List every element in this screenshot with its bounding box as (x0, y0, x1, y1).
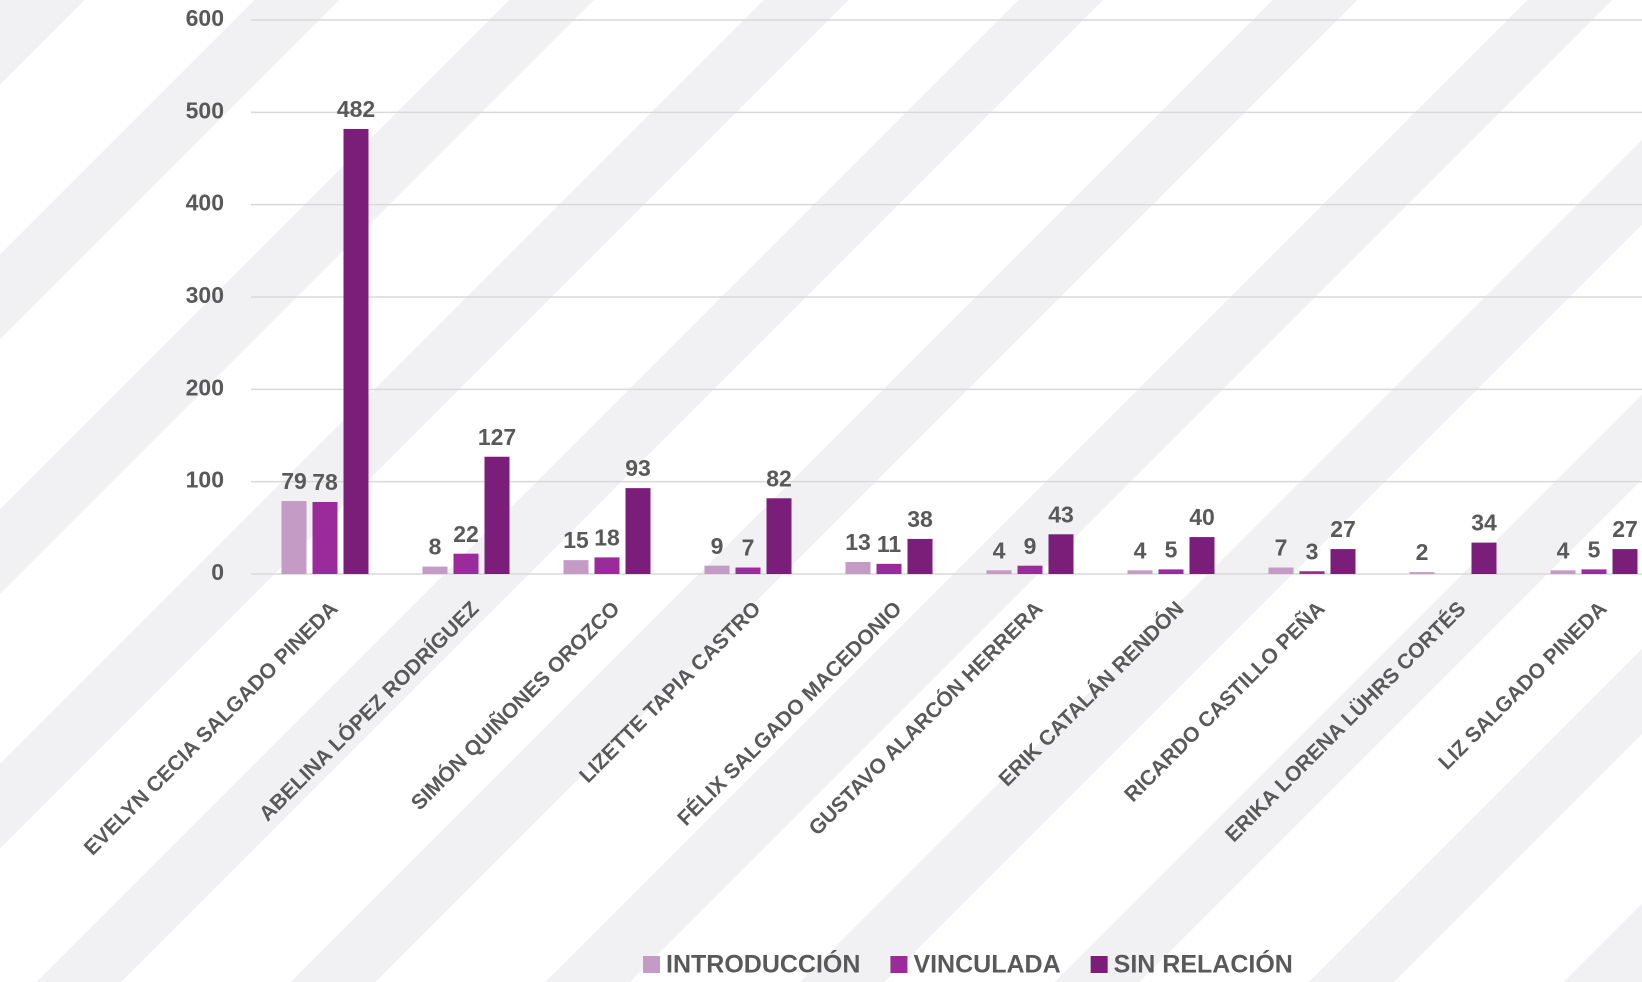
bar (1471, 542, 1497, 574)
bar (563, 560, 589, 574)
data-label: 38 (907, 506, 933, 532)
data-label: 27 (1612, 516, 1638, 542)
bar (1550, 570, 1576, 574)
legend-label: INTRODUCCIÓN (666, 949, 860, 979)
data-label: 27 (1330, 516, 1356, 542)
y-tick-label: 100 (186, 467, 224, 493)
legend-swatch (890, 956, 908, 973)
data-label: 3 (1306, 538, 1319, 564)
bar (1330, 549, 1356, 574)
data-label: 13 (845, 529, 871, 555)
data-label: 43 (1048, 501, 1074, 527)
y-tick-label: 0 (211, 559, 224, 585)
bar (594, 557, 620, 574)
y-tick-label: 500 (186, 97, 224, 123)
bar (704, 565, 730, 574)
data-label: 11 (877, 531, 902, 557)
data-label: 9 (1024, 533, 1037, 559)
data-label: 8 (429, 534, 442, 560)
data-label: 4 (1557, 537, 1570, 563)
data-label: 18 (594, 524, 620, 550)
data-label: 2 (1416, 539, 1429, 565)
bar (766, 498, 792, 574)
bar (1048, 534, 1074, 574)
data-label: 5 (1165, 536, 1178, 562)
bar (1158, 569, 1184, 574)
bar (1299, 571, 1325, 574)
data-label: 9 (711, 533, 724, 559)
y-tick-label: 200 (186, 374, 224, 400)
bar (845, 561, 871, 574)
data-label: 127 (478, 424, 516, 450)
data-label: 93 (625, 455, 651, 481)
data-label: 482 (337, 96, 375, 122)
legend-label: VINCULADA (913, 951, 1060, 979)
data-label: 78 (312, 469, 338, 495)
legend-label: SIN RELACIÓN (1114, 949, 1293, 979)
data-label: 7 (1275, 535, 1288, 561)
bar (1268, 567, 1294, 574)
y-tick-label: 600 (186, 5, 224, 31)
data-label: 34 (1471, 510, 1497, 536)
bar (1612, 549, 1638, 574)
legend-swatch (643, 956, 660, 973)
bar (281, 501, 307, 574)
bar (1017, 565, 1043, 574)
bar (876, 563, 902, 574)
data-label: 7 (742, 535, 755, 561)
bar (735, 567, 761, 574)
y-tick-label: 400 (186, 190, 224, 216)
bar (312, 501, 338, 574)
data-label: 82 (766, 465, 792, 491)
data-label: 40 (1189, 504, 1215, 530)
legend-swatch (1090, 956, 1108, 973)
bar (453, 553, 479, 574)
bar (484, 456, 510, 574)
bar (986, 570, 1012, 574)
data-label: 5 (1588, 536, 1601, 562)
data-label: 15 (563, 527, 589, 553)
data-label: 79 (281, 468, 307, 494)
y-tick-label: 300 (186, 282, 224, 308)
bar (1581, 569, 1607, 574)
bar (625, 488, 651, 574)
bar (343, 128, 369, 574)
bar (907, 538, 933, 574)
bar (1127, 570, 1153, 574)
bar (1189, 537, 1215, 574)
data-label: 4 (993, 537, 1006, 563)
data-label: 22 (453, 521, 479, 547)
bar (422, 566, 448, 574)
bar (1409, 572, 1435, 574)
data-label: 4 (1134, 537, 1147, 563)
